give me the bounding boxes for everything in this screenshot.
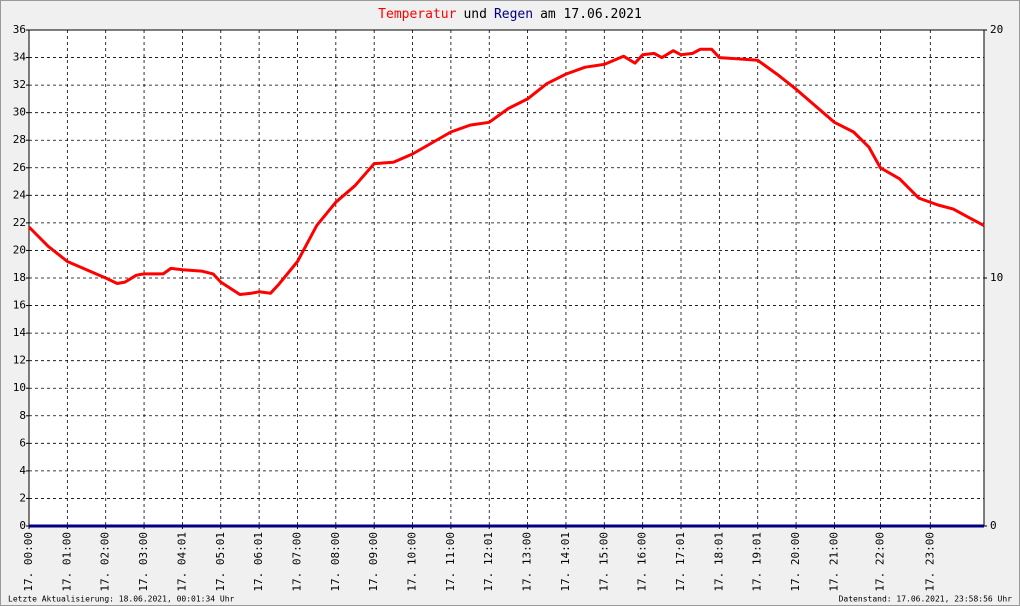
y-tick-label: 0 [19,519,26,532]
x-tick-label: 17. 05:01 [214,532,227,592]
y-tick-label: 16 [13,299,26,312]
footer-left: Letzte Aktualisierung: 18.06.2021, 00:01… [8,595,235,604]
y-tick-label: 20 [13,243,26,256]
y-tick-label: 26 [13,161,26,174]
y-tick-label: 14 [13,326,27,339]
x-tick-label: 17. 18:01 [712,532,725,592]
x-tick-label: 17. 12:01 [482,532,495,592]
x-tick-label: 17. 04:01 [175,532,188,592]
x-tick-label: 17. 19:01 [751,532,764,592]
y-tick-label: 4 [19,464,26,477]
x-tick-label: 17. 08:00 [329,532,342,592]
x-tick-label: 17. 14:01 [559,532,572,592]
title-part: Temperatur [378,7,456,22]
y-tick-label: 6 [19,436,26,449]
y2-tick-label: 10 [990,271,1003,284]
series-line [27,47,985,296]
y-tick-label: 30 [13,106,26,119]
x-tick-label: 17. 10:00 [406,532,419,592]
footer-right: Datenstand: 17.06.2021, 23:58:56 Uhr [839,595,1013,604]
y-tick-label: 28 [13,133,26,146]
x-tick-label: 17. 13:00 [521,532,534,592]
y-tick-label: 2 [19,491,26,504]
title-part: am 17.06.2021 [540,7,642,22]
x-tick-label: 17. 21:00 [827,532,840,592]
y-tick-label: 34 [13,51,27,64]
x-tick-label: 17. 16:00 [636,532,649,592]
y-tick-label: 22 [13,216,26,229]
title-part: und [463,7,486,22]
x-tick-label: 17. 20:00 [789,532,802,592]
title-part: Regen [494,7,533,22]
chart-title: Temperatur und Regen am 17.06.2021 [378,7,642,22]
y-tick-label: 32 [13,78,26,91]
x-tick-label: 17. 00:00 [22,532,35,592]
y-tick-label: 12 [13,354,26,367]
y-tick-label: 18 [13,271,26,284]
x-tick-label: 17. 17:01 [674,532,687,592]
y-tick-label: 24 [13,188,27,201]
x-tick-label: 17. 23:00 [923,532,936,592]
x-tick-label: 17. 01:00 [60,532,73,592]
y-tick-label: 10 [13,381,26,394]
x-tick-label: 17. 22:00 [873,532,886,592]
y-tick-label: 36 [13,23,26,36]
x-tick-label: 17. 07:00 [290,532,303,592]
x-tick-label: 17. 02:00 [99,532,112,592]
x-tick-label: 17. 09:00 [367,532,380,592]
x-tick-label: 17. 15:00 [597,532,610,592]
x-tick-label: 17. 06:01 [252,532,265,592]
y-tick-label: 8 [19,409,26,422]
y2-tick-label: 20 [990,23,1003,36]
y2-tick-label: 0 [990,519,997,532]
x-tick-label: 17. 03:00 [137,532,150,592]
x-tick-label: 17. 11:00 [444,532,457,592]
